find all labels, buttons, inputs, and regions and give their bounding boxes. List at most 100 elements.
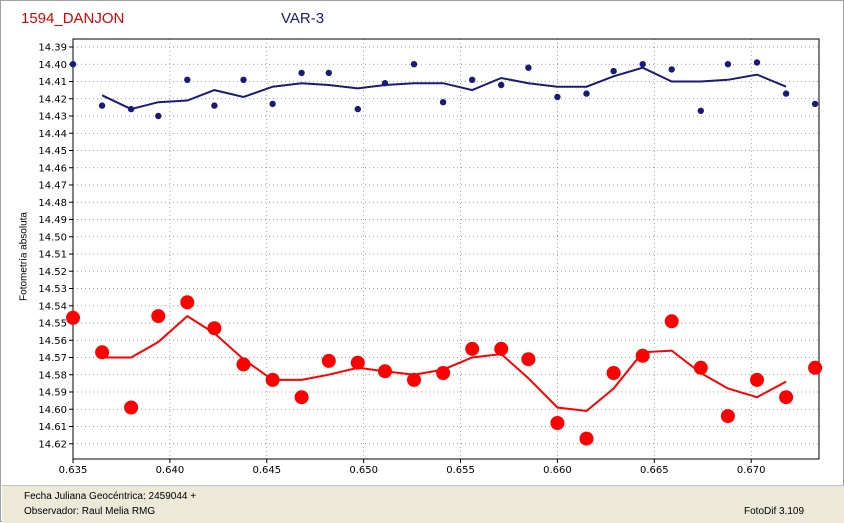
object-title: 1594_DANJON: [21, 10, 125, 27]
x-tick-label: 0.635: [59, 465, 88, 476]
series-1-point: [236, 357, 251, 372]
y-tick-label: 14.54: [38, 301, 67, 312]
grid: [72, 39, 819, 459]
y-tick-label: 14.48: [38, 198, 67, 209]
y-tick-label: 14.44: [38, 129, 67, 140]
series-0-point: [381, 80, 389, 87]
series-1-point: [779, 390, 794, 405]
series-1-point: [350, 355, 365, 370]
series-1-point: [407, 372, 421, 387]
series-0-point: [697, 107, 704, 115]
series-1-point: [720, 409, 735, 424]
series-0-point: [298, 69, 305, 77]
series-1-point: [151, 309, 166, 324]
y-tick-label: 14.60: [38, 405, 67, 416]
series-1-point: [750, 372, 764, 387]
y-tick-label: 14.42: [38, 94, 67, 105]
series-0-point: [269, 100, 276, 108]
series-1-point: [693, 360, 708, 375]
plot-border: [72, 38, 820, 460]
y-tick-label: 14.58: [38, 370, 67, 381]
series-0-point: [184, 76, 191, 84]
series-title: VAR-3: [281, 10, 325, 27]
y-tick-label: 14.47: [38, 181, 67, 192]
series-1-point: [294, 390, 309, 405]
series-0-point: [211, 102, 218, 109]
series-1-point: [664, 314, 679, 329]
y-tick-label: 14.61: [38, 422, 67, 433]
x-tick-label: 0.650: [349, 465, 378, 476]
series-0-trend-line: [101, 66, 787, 111]
series-1-point: [66, 310, 80, 325]
series-0-point: [498, 81, 505, 89]
series-0-point: [240, 76, 247, 84]
series-1-point: [808, 360, 823, 375]
series-1-point: [635, 348, 650, 363]
y-tick-label: 14.39: [38, 43, 67, 54]
x-tick-label: 0.645: [252, 465, 281, 476]
software-version: FotoDif 3.109: [744, 506, 805, 517]
series-1-point: [378, 364, 392, 379]
series-0-point: [155, 112, 162, 120]
series-1-point: [521, 352, 536, 367]
series-1-point: [606, 366, 621, 380]
series-0-point: [469, 76, 476, 84]
series-0-point: [98, 102, 106, 109]
y-tick-label: 14.41: [38, 77, 67, 88]
x-tick-label: 0.655: [446, 465, 475, 476]
y-tick-label: 14.56: [38, 336, 67, 347]
axes: 14.39 14.40 14.41 14.42 14.43 14.44 14.45 14.46…: [38, 38, 820, 476]
series-0-point: [554, 93, 561, 101]
series-0-point: [724, 61, 732, 68]
y-axis-label: Fotometría absoluta: [18, 212, 30, 301]
y-tick-label: 14.49: [38, 215, 67, 226]
series-0-point: [639, 61, 646, 68]
y-tick-label: 14.40: [38, 60, 67, 71]
series-0-point: [583, 90, 590, 97]
series-1-point: [124, 400, 139, 415]
series-0-point: [753, 59, 761, 66]
series: [66, 59, 823, 446]
x-tick-label: 0.665: [640, 465, 669, 476]
y-tick-label: 14.51: [38, 250, 67, 261]
series-1-point: [265, 372, 280, 387]
series-1-point: [550, 416, 565, 430]
y-tick-label: 14.53: [38, 284, 67, 295]
series-0-point: [668, 66, 675, 73]
series-0-point: [782, 90, 790, 97]
series-0-point: [325, 69, 332, 77]
series-1-point: [465, 341, 480, 356]
series-0-point: [525, 64, 532, 71]
series-1-point: [207, 321, 222, 336]
series-1-point: [436, 366, 451, 380]
julian-date-label: Fecha Juliana Geocéntrica: 2459044 +: [24, 491, 197, 502]
series-1-point: [579, 431, 594, 446]
y-tick-label: 14.52: [38, 267, 67, 278]
x-tick-label: 0.660: [543, 465, 572, 476]
y-tick-label: 14.45: [38, 146, 67, 157]
status-footer: Fecha Juliana Geocéntrica: 2459044 + Obs…: [2, 485, 844, 523]
observer-label: Observador: Raul Melia RMG: [24, 506, 156, 517]
y-tick-label: 14.50: [38, 232, 67, 243]
x-tick-label: 0.640: [156, 465, 185, 476]
y-tick-label: 14.57: [38, 353, 67, 364]
series-0-point: [410, 61, 418, 68]
series-1-trend-line: [102, 314, 787, 413]
y-tick-label: 14.59: [38, 388, 67, 399]
x-tick-label: 0.670: [737, 465, 766, 476]
series-1-point: [494, 341, 509, 356]
series-1-point: [95, 345, 110, 360]
series-1-point: [321, 353, 336, 368]
plot-area: 14.39 14.40 14.41 14.42 14.43 14.44 14.45 14.46…: [38, 38, 823, 476]
y-tick-label: 14.55: [38, 319, 67, 330]
y-tick-label: 14.43: [38, 112, 67, 123]
series-0-point: [610, 67, 617, 75]
series-0-point: [811, 100, 819, 108]
series-0-point: [439, 99, 447, 106]
series-0-point: [127, 105, 135, 113]
series-0-point: [354, 105, 361, 113]
series-1-point: [180, 295, 195, 310]
series-0-point: [69, 61, 77, 68]
y-tick-label: 14.46: [38, 163, 67, 174]
